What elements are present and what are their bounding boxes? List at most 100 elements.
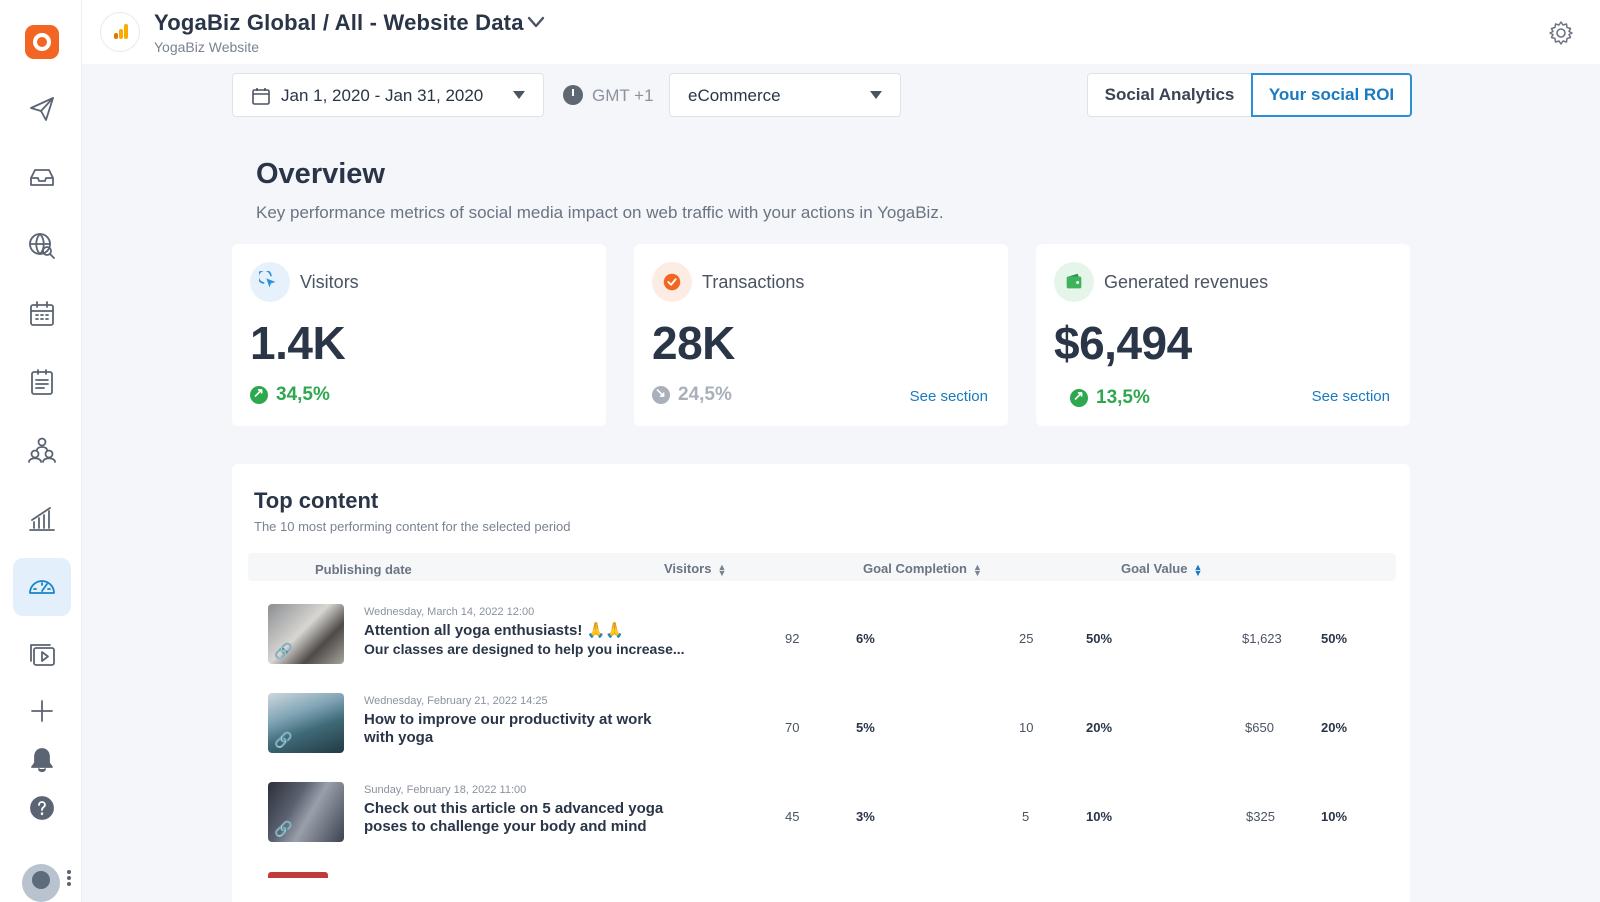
- calendar-icon: [30, 301, 54, 326]
- top-content-subtitle: The 10 most performing content for the s…: [254, 519, 571, 534]
- sidebar-item-calendar[interactable]: [13, 285, 71, 343]
- goal-value-amount: $1,623: [1242, 631, 1282, 646]
- calendar-icon: [252, 88, 270, 105]
- visitors-percent: 3%: [856, 809, 875, 824]
- table-row[interactable]: 🔗 Wednesday, February 21, 2022 14:25 How…: [248, 693, 1396, 782]
- view-select[interactable]: eCommerce: [669, 73, 901, 117]
- bar-chart-icon: [29, 507, 55, 531]
- more-options-icon[interactable]: [67, 870, 71, 886]
- sidebar-item-notifications[interactable]: [13, 731, 71, 789]
- column-publishing-date[interactable]: Publishing date: [315, 562, 412, 577]
- main-content: Jan 1, 2020 - Jan 31, 2020 GMT +1 eComme…: [82, 64, 1600, 902]
- sidebar-item-media[interactable]: [13, 626, 71, 684]
- goal-value-amount: $325: [1246, 809, 1275, 824]
- overview-title: Overview: [256, 158, 385, 190]
- visitors-count: 92: [785, 631, 800, 646]
- user-avatar[interactable]: [22, 864, 60, 902]
- tab-social-analytics[interactable]: Social Analytics: [1087, 73, 1252, 117]
- visitors-percent: 6%: [856, 631, 875, 646]
- goal-completion-count: 10: [1019, 720, 1034, 735]
- link-icon: 🔗: [274, 732, 293, 749]
- view-select-value: eCommerce: [688, 86, 781, 105]
- post-thumbnail: 🔗: [268, 604, 344, 664]
- metric-value: 1.4K: [250, 317, 346, 369]
- metric-card-transactions: Transactions 28K 24,5% See section: [634, 244, 1008, 426]
- column-goal-value[interactable]: Goal Value ▲ ▼: [1121, 561, 1203, 578]
- sort-icon: ▲ ▼: [1193, 561, 1203, 578]
- sidebar-item-tasks[interactable]: [13, 353, 71, 411]
- goal-completion-count: 25: [1019, 631, 1034, 646]
- metric-label: Visitors: [300, 272, 359, 292]
- sidebar-item-help[interactable]: [13, 779, 71, 837]
- app-logo[interactable]: [25, 25, 59, 59]
- see-section-link[interactable]: See section: [909, 388, 988, 405]
- date-range-picker[interactable]: Jan 1, 2020 - Jan 31, 2020: [232, 73, 544, 117]
- metric-value: 28K: [652, 317, 735, 369]
- globe-search-icon: [29, 233, 55, 259]
- caret-down-icon: [513, 91, 525, 99]
- overview-subtitle: Key performance metrics of social media …: [256, 203, 944, 222]
- trend-up-icon: [1070, 388, 1088, 407]
- chevron-down-icon[interactable]: [526, 12, 546, 32]
- sidebar-item-inbox[interactable]: [13, 148, 71, 206]
- metric-label: Generated revenues: [1104, 272, 1269, 292]
- top-header: YogaBiz Global / All - Website Data Yoga…: [82, 0, 1600, 64]
- google-analytics-icon: [100, 12, 140, 52]
- link-icon: 🔗: [274, 643, 293, 660]
- post-date: Sunday, February 18, 2022 11:00: [364, 784, 527, 796]
- column-visitors[interactable]: Visitors ▲ ▼: [664, 561, 727, 578]
- metric-delta: 13,5%: [1070, 387, 1150, 409]
- top-content-card: Top content The 10 most performing conte…: [232, 464, 1410, 902]
- post-text: How to improve our productivity at work w…: [364, 711, 652, 746]
- goal-value-percent: 50%: [1321, 631, 1348, 646]
- tab-social-roi[interactable]: Your social ROI: [1251, 73, 1412, 117]
- sidebar-item-analytics[interactable]: [13, 489, 71, 547]
- sort-icon: ▲ ▼: [973, 561, 982, 578]
- sidebar-item-listening[interactable]: [13, 216, 71, 274]
- media-library-icon: [30, 644, 55, 666]
- paper-plane-icon: [30, 97, 54, 121]
- goal-completion-percent: 50%: [1086, 631, 1113, 646]
- gear-icon[interactable]: [1548, 20, 1574, 46]
- sidebar-item-dashboard[interactable]: [13, 558, 71, 616]
- visitors-percent: 5%: [856, 720, 875, 735]
- table-row[interactable]: 🔗 Sunday, February 18, 2022 11:00 Check …: [248, 782, 1396, 871]
- post-text: Attention all yoga enthusiasts! 🙏🙏 Our cl…: [364, 622, 685, 657]
- post-thumbnail: 🔗: [268, 782, 344, 842]
- metric-value: $6,494: [1054, 317, 1192, 369]
- metric-label: Transactions: [702, 272, 805, 292]
- timezone-label: GMT +1: [592, 86, 654, 105]
- plus-icon: [31, 700, 53, 722]
- page-title[interactable]: YogaBiz Global / All - Website Data: [154, 10, 524, 35]
- clock-icon: [563, 85, 583, 105]
- goal-value-percent: 10%: [1321, 809, 1348, 824]
- post-date: Wednesday, March 14, 2022 12:00: [364, 606, 535, 618]
- column-goal-completion[interactable]: Goal Completion ▲ ▼: [863, 561, 982, 578]
- metric-delta: 34,5%: [250, 384, 330, 406]
- sort-icon: ▲ ▼: [717, 561, 727, 578]
- sidebar-item-publish[interactable]: [13, 80, 71, 138]
- check-circle-icon: [652, 262, 692, 302]
- post-thumbnail: [268, 872, 328, 878]
- see-section-link[interactable]: See section: [1311, 388, 1390, 405]
- date-range-value: Jan 1, 2020 - Jan 31, 2020: [281, 86, 484, 105]
- sidebar-item-add[interactable]: [13, 682, 71, 740]
- inbox-icon: [30, 169, 54, 186]
- help-icon: [30, 796, 54, 820]
- sidebar-item-team[interactable]: [13, 421, 71, 479]
- table-header: Publishing date Visitors ▲ ▼ Goal Completi…: [248, 553, 1396, 581]
- team-icon: [28, 437, 56, 463]
- post-thumbnail: 🔗: [268, 693, 344, 753]
- metric-card-revenues: Generated revenues $6,494 13,5% See sect…: [1036, 244, 1410, 426]
- table-row[interactable]: 🔗 Wednesday, March 14, 2022 12:00 Attent…: [248, 604, 1396, 693]
- top-content-title: Top content: [254, 488, 379, 513]
- speedometer-icon: [29, 580, 55, 594]
- sidebar: [0, 0, 82, 902]
- page-subtitle: YogaBiz Website: [154, 39, 260, 55]
- link-icon: 🔗: [274, 821, 293, 838]
- goal-completion-count: 5: [1022, 809, 1030, 824]
- caret-down-icon: [870, 91, 882, 99]
- metric-card-visitors: Visitors 1.4K 34,5%: [232, 244, 606, 426]
- clipboard-icon: [31, 369, 53, 395]
- goal-completion-percent: 10%: [1086, 809, 1113, 824]
